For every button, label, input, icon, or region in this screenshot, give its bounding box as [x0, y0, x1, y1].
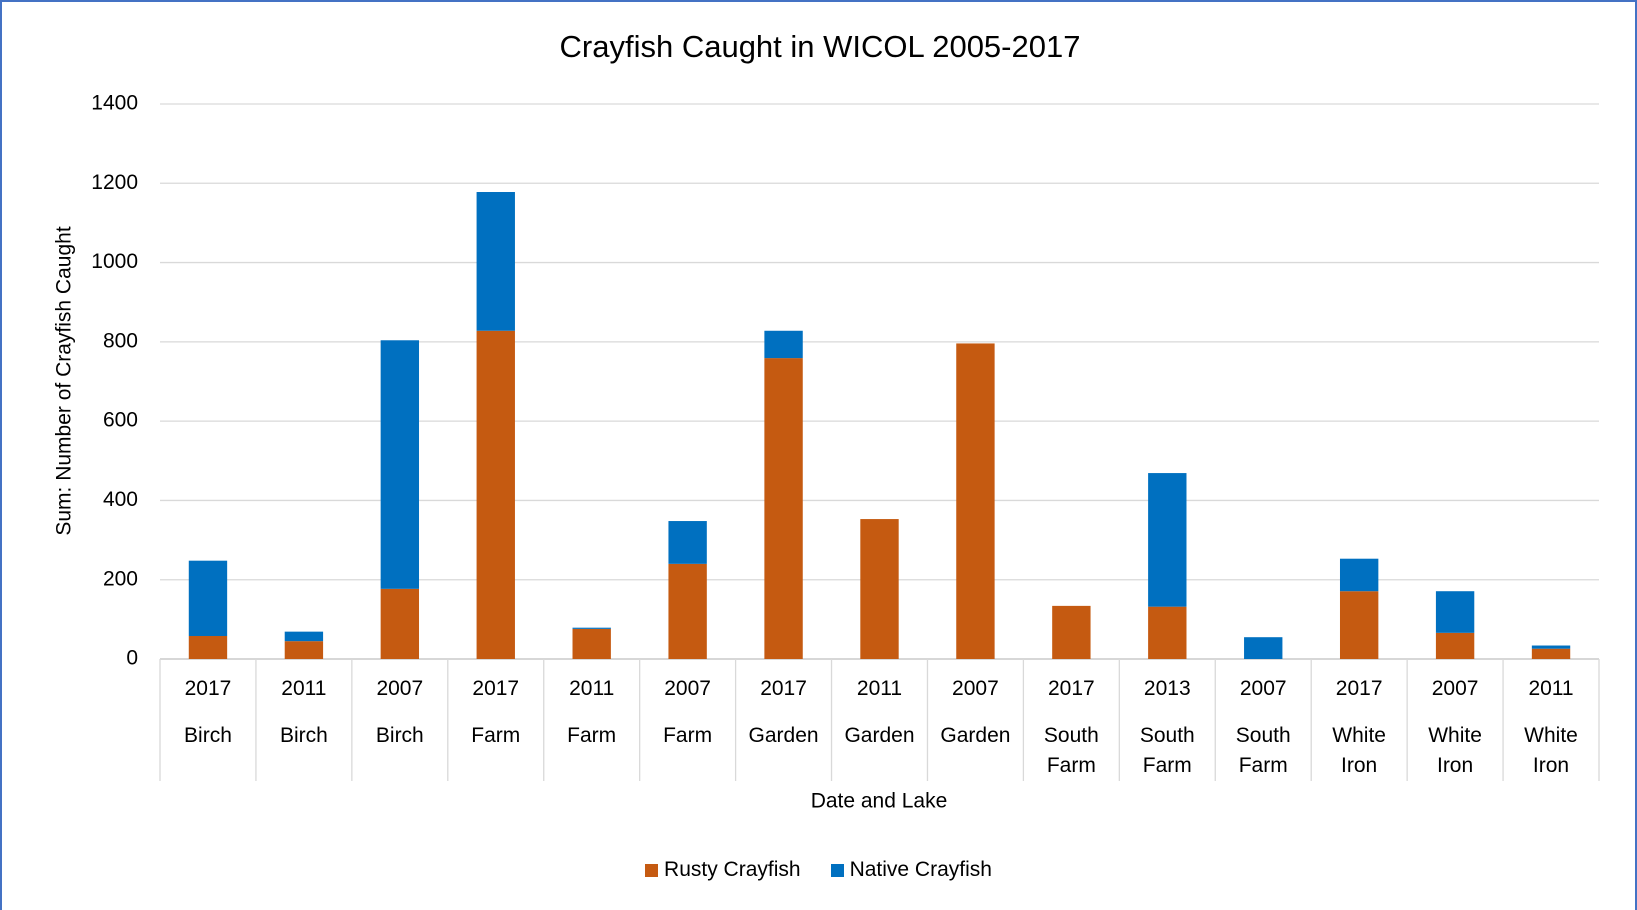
x-group-label: Garden [940, 724, 1011, 747]
x-tick-label: 2011 [1528, 677, 1574, 700]
x-group-label: South Farm [1139, 724, 1195, 777]
bar-segment [188, 636, 228, 659]
x-group-label: Garden [748, 724, 819, 747]
y-tick-label: 200 [103, 567, 138, 590]
x-group-label: White Iron [1428, 724, 1482, 777]
legend-swatch [645, 863, 659, 877]
x-group-label: Birch [375, 724, 424, 747]
bar-segment [284, 631, 324, 642]
x-tick-label: 2007 [664, 677, 711, 700]
x-tick-label: 2013 [1143, 677, 1191, 700]
bar-segment [764, 358, 803, 659]
bar-segment [188, 560, 228, 637]
bar-segment [476, 192, 515, 331]
bar-segment [1339, 591, 1379, 659]
bar-segment [1435, 632, 1475, 659]
x-tick-label: 2017 [1335, 677, 1383, 700]
x-group-label: White Iron [1332, 724, 1386, 777]
bar-segment [1244, 637, 1283, 659]
x-group-label: Birch [184, 724, 232, 747]
x-tick-label: 2007 [1431, 677, 1479, 700]
bar-segment [1531, 648, 1571, 659]
legend-item: Rusty Crayfish [645, 858, 801, 882]
x-tick-label: 2017 [1047, 677, 1095, 700]
chart-title: Crayfish Caught in WICOL 2005-2017 [560, 29, 1081, 64]
bar-segment [764, 330, 803, 359]
legend-label: Rusty Crayfish [664, 858, 801, 881]
y-tick-label: 400 [103, 488, 138, 511]
bar-segment [380, 340, 420, 589]
legend-label: Native Crayfish [849, 858, 992, 881]
bar-segment [668, 521, 707, 564]
bar-segment [956, 343, 995, 659]
bar-segment [572, 628, 611, 659]
x-tick-label: 2017 [760, 677, 807, 700]
x-tick-label: 2007 [1239, 677, 1287, 700]
bar-segment [668, 563, 707, 659]
bar-segment [1531, 645, 1571, 649]
x-group-label: South Farm [1235, 724, 1291, 777]
bar-segment [1339, 558, 1379, 592]
x-group-label: Farm [663, 724, 713, 747]
bar-segment [1435, 591, 1475, 633]
bar-segment [572, 627, 611, 629]
y-tick-label: 1400 [91, 92, 138, 115]
bar-segment [1148, 473, 1187, 607]
y-tick-label: 800 [103, 329, 138, 352]
x-group-label: South Farm [1043, 724, 1099, 777]
x-tick-label: 2007 [952, 677, 999, 700]
bar-segment [284, 641, 324, 659]
x-group-label: Farm [471, 724, 521, 747]
y-tick-label: 600 [103, 409, 138, 432]
y-axis-title: Sum: Number of Crayfish Caught [53, 226, 76, 535]
legend-item: Native Crayfish [830, 858, 992, 882]
x-group-label: Farm [567, 724, 617, 747]
x-axis-title: Date and Lake [811, 790, 948, 813]
y-tick-label: 1200 [91, 171, 138, 194]
legend: Rusty Crayfish Native Crayfish [0, 858, 1637, 882]
bar-segment [380, 588, 420, 659]
x-tick-label: 2011 [856, 677, 903, 700]
bar-segment [860, 519, 899, 659]
x-group-label: White Iron [1524, 724, 1578, 777]
bar-segment [1052, 605, 1091, 659]
y-tick-label: 0 [126, 647, 138, 670]
x-tick-label: 2007 [376, 677, 424, 700]
bar-segment [476, 330, 515, 659]
y-tick-label: 1000 [91, 250, 138, 273]
x-group-label: Garden [844, 724, 915, 747]
legend-swatch [830, 863, 844, 877]
bar-segment [1148, 606, 1187, 659]
x-tick-label: 2011 [569, 677, 615, 700]
x-tick-label: 2017 [184, 677, 232, 700]
x-group-label: Birch [279, 724, 328, 747]
x-tick-label: 2017 [472, 677, 520, 700]
x-tick-label: 2011 [281, 677, 327, 700]
